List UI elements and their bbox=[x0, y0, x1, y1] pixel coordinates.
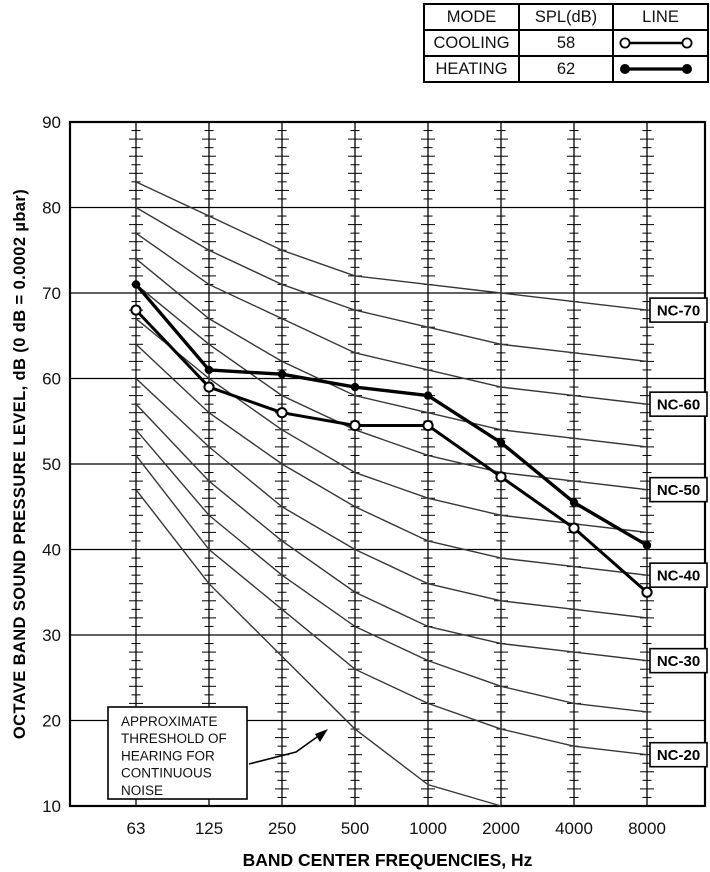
y-tick-label-10: 10 bbox=[42, 797, 61, 816]
legend-header-mode: MODE bbox=[423, 3, 520, 31]
data-point-heating bbox=[496, 438, 506, 447]
annotation-text: APPROXIMATE THRESHOLD OF HEARING FOR CONTIN… bbox=[121, 714, 227, 798]
legend-line-symbol-cooling bbox=[612, 29, 709, 57]
nc-curve-NC-35 bbox=[135, 377, 648, 619]
y-tick-label-20: 20 bbox=[42, 712, 61, 731]
data-point-heating bbox=[423, 391, 433, 400]
nc-curve-NC-40 bbox=[135, 343, 648, 576]
series-line-heating bbox=[134, 283, 648, 547]
nc-curve-NC-25 bbox=[135, 429, 648, 713]
nc-curve-NC-65 bbox=[135, 206, 648, 363]
data-point-cooling bbox=[641, 586, 653, 598]
x-tick-label-2000: 2000 bbox=[482, 819, 520, 838]
data-point-heating bbox=[131, 280, 141, 289]
annotation-box bbox=[107, 706, 248, 800]
nc-label-NC-60: NC-60 bbox=[657, 397, 700, 414]
y-tick-label-70: 70 bbox=[42, 284, 61, 303]
nc-label-NC-50: NC-50 bbox=[657, 482, 700, 499]
data-point-cooling bbox=[568, 522, 580, 534]
y-tick-label-80: 80 bbox=[42, 199, 61, 218]
nc-label-NC-70: NC-70 bbox=[657, 303, 700, 320]
legend-row-heating: HEATING 62 bbox=[423, 55, 709, 83]
nc-label-box-NC-60 bbox=[649, 391, 708, 417]
x-tick-label-1000: 1000 bbox=[409, 819, 447, 838]
nc-curve-NC-50 bbox=[135, 283, 648, 491]
nc-label-box-NC-20 bbox=[649, 741, 708, 768]
y-axis-title: OCTAVE BAND SOUND PRESSURE LEVEL, dB (0 … bbox=[11, 189, 29, 739]
nc-label-NC-40: NC-40 bbox=[657, 568, 700, 585]
y-tick-label-40: 40 bbox=[42, 541, 61, 560]
plot-border bbox=[68, 120, 707, 808]
y-tick-label-60: 60 bbox=[42, 370, 61, 389]
y-tick-label-30: 30 bbox=[42, 626, 61, 645]
x-tick-label-250: 250 bbox=[268, 819, 296, 838]
cooling-line-sample-icon bbox=[619, 37, 693, 49]
nc-curve-NC-20 bbox=[135, 455, 648, 756]
nc-label-box-NC-50 bbox=[649, 476, 708, 503]
data-point-heating bbox=[277, 370, 287, 379]
data-point-heating bbox=[204, 365, 214, 375]
legend-spl-heating: 62 bbox=[518, 55, 614, 83]
x-axis-title: BAND CENTER FREQUENCIES, Hz bbox=[243, 850, 533, 870]
data-point-cooling bbox=[130, 304, 142, 316]
nc-curve-NC-60 bbox=[135, 232, 648, 405]
data-point-cooling bbox=[495, 471, 507, 483]
legend-mode-cooling: COOLING bbox=[423, 29, 520, 57]
nc-label-box-NC-70 bbox=[649, 297, 708, 323]
x-tick-label-63: 63 bbox=[127, 819, 146, 838]
data-point-cooling bbox=[349, 419, 361, 432]
legend-line-symbol-heating bbox=[612, 55, 709, 83]
nc-curve-NC-45 bbox=[135, 318, 648, 534]
legend-row-cooling: COOLING 58 bbox=[423, 29, 709, 57]
threshold-of-hearing-curve bbox=[135, 489, 502, 807]
nc-label-box-NC-40 bbox=[649, 562, 708, 588]
legend-header-spl: SPL(dB) bbox=[518, 3, 614, 31]
data-point-heating bbox=[569, 498, 579, 507]
annotation-arrowhead bbox=[315, 729, 328, 742]
nc-curve-NC-55 bbox=[135, 258, 648, 448]
nc-curve-NC-70 bbox=[135, 181, 648, 311]
legend-header-line: LINE bbox=[612, 3, 709, 31]
annotation-arrow bbox=[248, 731, 325, 765]
x-tick-label-8000: 8000 bbox=[628, 819, 666, 838]
data-point-heating bbox=[350, 382, 360, 392]
legend-spl-cooling: 58 bbox=[518, 29, 614, 57]
heating-line-sample-icon bbox=[620, 64, 692, 74]
x-tick-label-4000: 4000 bbox=[555, 819, 593, 838]
legend-mode-heating: HEATING bbox=[423, 55, 520, 83]
x-tick-label-500: 500 bbox=[341, 819, 369, 838]
nc-label-box-NC-30 bbox=[649, 647, 708, 674]
data-point-cooling bbox=[276, 407, 288, 419]
nc-label-NC-20: NC-20 bbox=[657, 747, 700, 764]
nc-label-NC-30: NC-30 bbox=[657, 653, 700, 670]
y-tick-label-50: 50 bbox=[42, 455, 61, 474]
data-point-cooling bbox=[422, 419, 434, 432]
data-point-cooling bbox=[203, 381, 215, 393]
y-tick-label-90: 90 bbox=[42, 113, 61, 132]
x-tick-label-125: 125 bbox=[195, 819, 223, 838]
series-line-cooling bbox=[134, 309, 648, 594]
nc-curve-NC-30 bbox=[135, 403, 648, 662]
data-point-heating bbox=[642, 541, 652, 550]
mode-spl-legend-table: MODE SPL(dB) LINE COOLING 58 HEATING 62 bbox=[423, 3, 709, 83]
